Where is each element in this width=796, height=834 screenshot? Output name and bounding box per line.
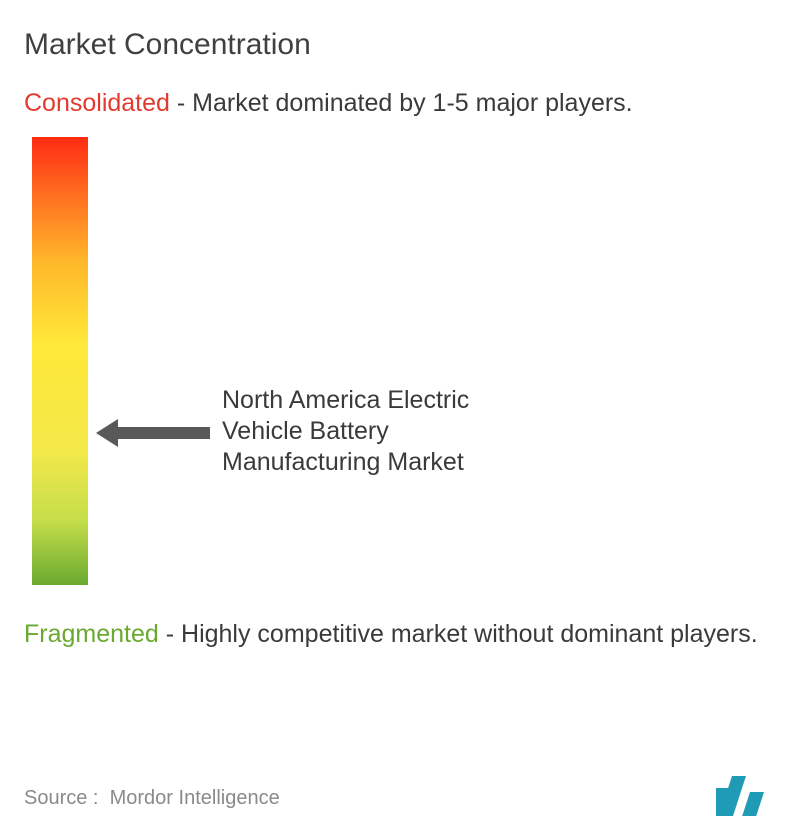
arrow-head-icon bbox=[96, 419, 118, 447]
source-label: Source : bbox=[24, 787, 98, 809]
fragmented-desc: - Highly competitive market without domi… bbox=[166, 620, 758, 648]
arrow-shaft-icon bbox=[118, 427, 210, 439]
page-title: Market Concentration bbox=[24, 28, 772, 62]
marker-arrow-icon bbox=[96, 419, 210, 447]
fragmented-term: Fragmented bbox=[24, 620, 159, 648]
consolidated-term: Consolidated bbox=[24, 89, 170, 117]
consolidated-desc: - Market dominated by 1-5 major players. bbox=[177, 89, 633, 117]
source-value: Mordor Intelligence bbox=[110, 787, 280, 809]
consolidated-definition: Consolidated - Market dominated by 1-5 m… bbox=[24, 88, 772, 119]
gradient-bar bbox=[32, 137, 88, 585]
source-attribution: Source : Mordor Intelligence bbox=[24, 787, 280, 810]
fragmented-definition: Fragmented - Highly competitive market w… bbox=[24, 619, 772, 650]
concentration-gauge: North America Electric Vehicle Battery M… bbox=[24, 137, 772, 597]
marker-label: North America Electric Vehicle Battery M… bbox=[222, 385, 522, 479]
mordor-logo-icon bbox=[716, 770, 774, 818]
